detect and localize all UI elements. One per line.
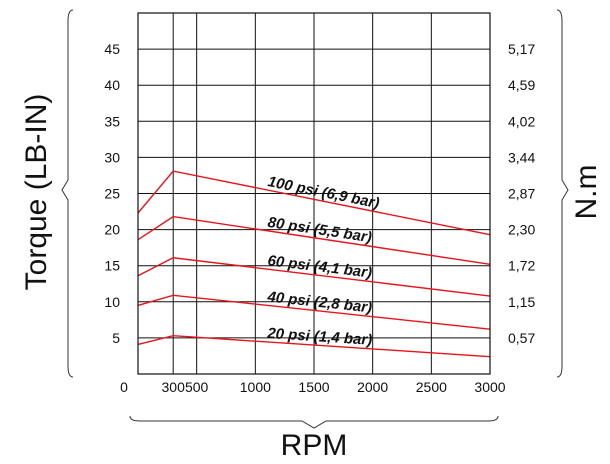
series-label: 20 psi (1,4 bar) <box>266 325 373 349</box>
plot-border <box>137 12 491 375</box>
x-tick-label: 300 <box>162 379 186 395</box>
x-tick-labels: 0 300 500 1000 1500 2000 2500 3000 <box>120 379 506 395</box>
series-line <box>137 294 491 330</box>
x-axis-title: RPM <box>281 429 348 462</box>
y-tick-label-right: 1,72 <box>508 258 535 274</box>
y-tick-label-left: 5 <box>112 330 120 346</box>
series-label: 80 psi (5,5 bar) <box>266 214 372 246</box>
series-line <box>137 215 491 265</box>
x-tick-label: 0 <box>120 379 128 395</box>
y-tick-label-right: 4,02 <box>508 113 535 129</box>
x-tick-label: 500 <box>185 379 209 395</box>
series-line <box>137 257 491 297</box>
y-tick-label-left: 30 <box>104 149 120 165</box>
y-tick-label-right: 2,30 <box>508 222 535 238</box>
x-tick-label: 3000 <box>474 379 505 395</box>
y-tick-label-left: 20 <box>104 222 120 238</box>
x-tick-label: 1000 <box>240 379 271 395</box>
left-axis-brace <box>61 9 74 378</box>
left-y-tick-labels: 5 10 15 20 25 30 35 40 45 <box>104 41 120 346</box>
bottom-axis-brace <box>129 415 499 429</box>
y-tick-label-left: 10 <box>104 294 120 310</box>
series-lines <box>137 170 491 358</box>
right-axis-brace <box>556 9 569 378</box>
y-axis-title-right: N.m <box>570 165 603 220</box>
y-tick-label-right: 1,15 <box>508 294 535 310</box>
y-tick-label-right: 2,87 <box>508 186 535 202</box>
y-tick-label-left: 25 <box>104 186 120 202</box>
series-label: 100 psi (6,9 bar) <box>266 173 381 212</box>
x-tick-label: 1500 <box>298 379 329 395</box>
x-tick-label: 2500 <box>416 379 447 395</box>
horizontal-gridlines <box>138 48 490 339</box>
right-y-tick-labels: 0,57 1,15 1,72 2,30 2,87 3,44 4,02 4,59 5,17 <box>508 41 535 346</box>
y-tick-label-left: 15 <box>104 258 120 274</box>
y-tick-label-left: 35 <box>104 113 120 129</box>
y-tick-label-right: 5,17 <box>508 41 535 57</box>
y-tick-label-left: 45 <box>104 41 120 57</box>
series-line <box>137 170 491 236</box>
series-label: 60 psi (4,1 bar) <box>267 252 373 281</box>
series-label: 40 psi (2,8 bar) <box>266 288 373 316</box>
y-tick-label-right: 0,57 <box>508 330 535 346</box>
y-tick-label-right: 3,44 <box>508 149 535 165</box>
y-tick-label-left: 40 <box>104 77 120 93</box>
x-tick-label: 2000 <box>357 379 388 395</box>
series-line <box>137 335 491 358</box>
y-tick-label-right: 4,59 <box>508 77 535 93</box>
series-labels: 100 psi (6,9 bar)80 psi (5,5 bar) 60 psi … <box>266 173 381 349</box>
y-axis-title-left: Torque (LB-IN) <box>20 94 53 291</box>
